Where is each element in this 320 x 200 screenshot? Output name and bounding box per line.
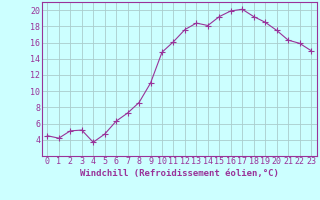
X-axis label: Windchill (Refroidissement éolien,°C): Windchill (Refroidissement éolien,°C) bbox=[80, 169, 279, 178]
